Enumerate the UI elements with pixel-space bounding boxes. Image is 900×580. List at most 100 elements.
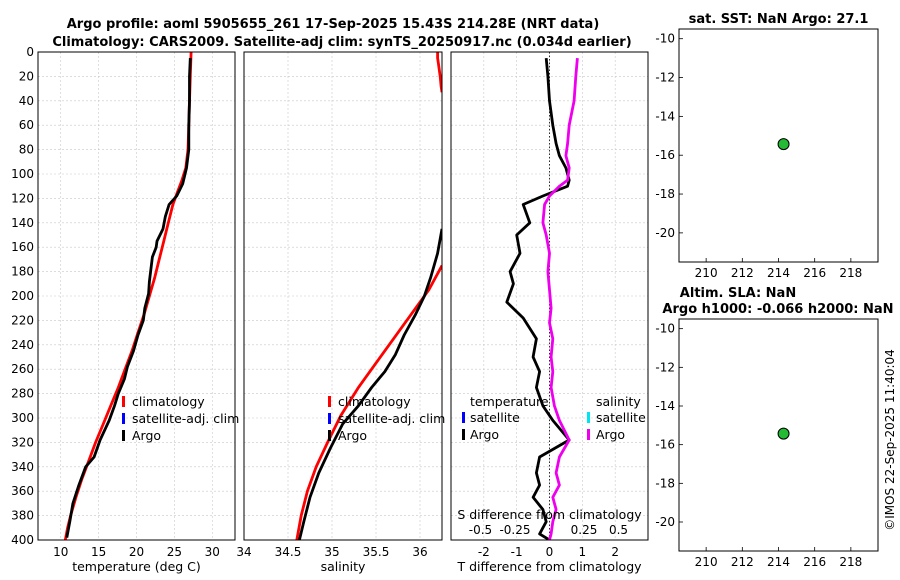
y-tick-label: 40	[19, 94, 34, 108]
y-tick-label: 140	[11, 216, 34, 230]
legend-swatch	[122, 413, 125, 424]
x-tick-label: 20	[129, 545, 144, 559]
legend-swatch	[587, 429, 590, 440]
legend-label: Argo	[596, 427, 625, 442]
legend-swatch	[462, 429, 465, 440]
x-axis-label: T difference from climatology	[456, 559, 642, 574]
y-tick-label: 380	[11, 509, 34, 523]
legend-swatch	[462, 412, 465, 423]
map-frame	[678, 28, 879, 263]
y-tick-label: 260	[11, 362, 34, 376]
legend-title-temperature: temperature	[470, 394, 549, 409]
series-line-temperature-argo	[505, 57, 571, 540]
x-tick-label: 214	[767, 266, 790, 280]
y-tick-label: -12	[655, 71, 675, 85]
y-tick-label: 120	[11, 191, 34, 205]
y-tick-label: -20	[655, 515, 675, 529]
legend-label: satellite-adj. clim	[338, 411, 445, 426]
x-tick-label: 210	[695, 266, 718, 280]
x-tick-label: 216	[803, 266, 826, 280]
y-tick-label: -14	[655, 109, 675, 123]
x-tick-label: 15	[91, 545, 106, 559]
series-line-climatology-deep	[295, 264, 442, 540]
legend-label: satellite	[470, 410, 520, 425]
y-tick-label: -18	[655, 187, 675, 201]
y-tick-label: -18	[655, 476, 675, 490]
y-tick-label: 160	[11, 240, 34, 254]
y-tick-label: -20	[655, 226, 675, 240]
legend-swatch	[122, 430, 125, 441]
legend-swatch	[587, 412, 590, 423]
map-frame	[678, 318, 879, 552]
plot-frame	[37, 51, 236, 541]
legend-label: Argo	[338, 428, 367, 443]
x-tick-label: 35	[324, 545, 339, 559]
legend-swatch	[328, 396, 331, 407]
x-axis-label: temperature (deg C)	[72, 559, 201, 574]
legend-label: satellite	[596, 410, 646, 425]
top-tick-label: 0.25	[571, 523, 598, 537]
y-tick-label: -14	[655, 399, 675, 413]
x-tick-label: 36	[412, 545, 427, 559]
y-tick-label: -16	[655, 148, 675, 162]
y-tick-label: -12	[655, 360, 675, 374]
top-axis-label: S difference from climatology	[457, 507, 642, 522]
x-tick-label: 210	[695, 555, 718, 569]
x-tick-label: 218	[839, 266, 862, 280]
x-tick-label: 212	[731, 266, 754, 280]
plot-frame	[243, 51, 443, 541]
salinity-panel: 34 34.5 35 35.5 36 salinity climatology satelli…	[236, 51, 445, 574]
sla-map-title: Altim. SLA: NaN	[680, 286, 796, 301]
y-tick-label: -16	[655, 438, 675, 452]
y-tick-label: 80	[19, 143, 34, 157]
x-axis-label: salinity	[321, 559, 366, 574]
x-tick-label: -2	[478, 545, 490, 559]
x-tick-label: 30	[205, 545, 220, 559]
sst-map-panel: -10 -12 -14 -16 -18 -20 210 212 214 216 218 sat. SS…	[655, 12, 879, 280]
legend-swatch	[328, 430, 331, 441]
x-tick-label: 218	[839, 555, 862, 569]
argo-location-marker	[777, 138, 790, 151]
y-tick-label: 360	[11, 484, 34, 498]
x-tick-label: 0	[546, 545, 554, 559]
plot-frame	[450, 51, 649, 541]
y-tick-label: 200	[11, 289, 34, 303]
sst-map-title: sat. SST: NaN Argo: 27.1	[689, 12, 869, 27]
y-tick-label: -10	[655, 322, 675, 336]
y-tick-label: 300	[11, 411, 34, 425]
title-line-1: Argo profile: aoml 5905655_261 17-Sep-20…	[67, 17, 600, 32]
x-tick-label: 212	[731, 555, 754, 569]
legend-swatch	[122, 396, 125, 407]
x-tick-label: 34	[236, 545, 251, 559]
temperature-panel: 0 20 40 60 80 100 120 140 160 180 200 220 240 260 280 3…	[11, 45, 239, 574]
y-tick-label: 320	[11, 435, 34, 449]
y-tick-label: -10	[655, 32, 675, 46]
y-tick-label: 0	[26, 45, 34, 59]
title-line-2: Climatology: CARS2009. Satellite-adj cli…	[52, 35, 631, 50]
legend-label: climatology	[338, 394, 411, 409]
legend-label: climatology	[132, 394, 205, 409]
y-tick-label: 100	[11, 167, 34, 181]
x-tick-label: 25	[167, 545, 182, 559]
x-tick-label: 34.5	[275, 545, 302, 559]
top-tick-label: -0.25	[499, 523, 530, 537]
top-tick-label: 0.5	[609, 523, 628, 537]
series-line-climatology	[436, 52, 442, 93]
sla-map-panel: -10 -12 -14 -16 -18 -20 210 212 214 216 218 Altim. …	[655, 286, 893, 569]
difference-panel: -2 -1 0 1 2T difference from climatology temp…	[450, 51, 649, 574]
x-tick-label: -1	[511, 545, 523, 559]
y-tick-label: 60	[19, 118, 34, 132]
y-tick-label: 400	[11, 533, 34, 547]
credit-text: ©IMOS 22-Sep-2025 11:40:04	[883, 349, 897, 531]
argo-location-marker	[777, 427, 790, 440]
legend-label: satellite-adj. clim	[132, 411, 239, 426]
y-tick-label: 280	[11, 387, 34, 401]
legend-swatch	[328, 413, 331, 424]
y-tick-label: 340	[11, 460, 34, 474]
legend-title-salinity: salinity	[596, 394, 641, 409]
top-tick-label: -0.5	[469, 523, 492, 537]
y-tick-label: 240	[11, 338, 34, 352]
x-tick-label: 214	[767, 555, 790, 569]
x-tick-label: 2	[611, 545, 619, 559]
